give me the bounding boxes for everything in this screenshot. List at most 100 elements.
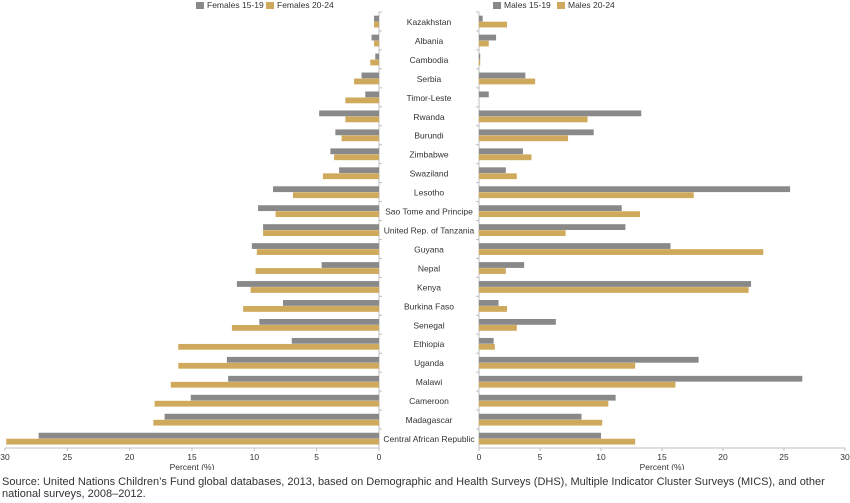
bar-females-15-19 (319, 110, 379, 117)
legend-males-20-24-swatch (557, 2, 565, 9)
x-tick-label: 5 (314, 452, 319, 462)
bar-females-15-19 (361, 72, 379, 79)
x-tick-label: 25 (63, 452, 73, 462)
bar-males-20-24 (479, 230, 566, 236)
legend-females-20-24-label: Females 20-24 (277, 0, 334, 10)
bar-males-15-19 (479, 110, 642, 117)
bar-males-15-19 (479, 375, 803, 382)
bar-females-20-24 (322, 173, 379, 180)
bar-females-20-24 (374, 21, 379, 28)
legend-females-20-24-swatch (266, 2, 274, 9)
country-label: Kazakhstan (407, 17, 452, 27)
bar-females-15-19 (251, 243, 379, 249)
legend-males-20-24-label: Males 20-24 (568, 0, 615, 10)
country-label: Lesotho (414, 188, 445, 198)
bar-males-15-19 (479, 15, 483, 22)
bar-males-15-19 (479, 318, 556, 325)
country-label: Malawi (416, 377, 443, 387)
bar-females-15-19 (259, 318, 379, 325)
x-tick-label: 15 (187, 452, 197, 462)
x-tick-label: 20 (718, 452, 728, 462)
x-tick-label: 5 (538, 452, 543, 462)
bar-females-20-24 (231, 324, 379, 331)
bar-females-15-19 (236, 281, 379, 287)
bar-males-20-24 (479, 268, 506, 274)
bar-females-20-24 (154, 400, 379, 407)
bar-males-20-24 (479, 381, 676, 388)
bar-females-15-19 (365, 91, 379, 98)
x-tick-label: 30 (0, 452, 10, 462)
x-tick-label: 30 (840, 452, 850, 462)
country-label: Kenya (417, 282, 441, 292)
bar-males-15-19 (479, 262, 525, 268)
country-labels: Kazakhstan Albania Cambodia Serbia Timor-Les… (383, 17, 475, 444)
x-tick-label: 15 (657, 452, 667, 462)
bar-males-15-19 (479, 300, 499, 306)
country-label: Cambodia (410, 55, 449, 65)
bar-females-20-24 (256, 249, 379, 255)
bar-males-20-24 (479, 59, 481, 66)
bar-males-20-24 (479, 211, 641, 218)
x-tick-label: 10 (250, 452, 260, 462)
country-label: Central African Republic (383, 434, 475, 444)
butterfly-bar-chart: 30 25 20 15 10 5 0 Percent (%) 0 5 10 15 20 25 30 Perc… (0, 0, 850, 470)
bar-females-20-24 (275, 211, 379, 218)
males-panel: 0 5 10 15 20 25 30 Percent (%) (476, 11, 850, 470)
bar-males-20-24 (479, 343, 495, 350)
bar-males-20-24 (479, 362, 636, 369)
legend: Females 15-19 Females 20-24 Males 15-19 Mal… (196, 0, 615, 10)
bar-females-15-19 (258, 205, 379, 212)
bar-females-15-19 (273, 186, 379, 193)
country-label: Zimbabwe (409, 150, 448, 160)
country-label: Cameroon (409, 396, 449, 406)
bar-females-15-19 (321, 262, 379, 268)
bar-females-15-19 (190, 394, 379, 401)
bar-females-15-19 (375, 53, 379, 60)
source-note: Source: United Nations Children’s Fund g… (2, 476, 825, 500)
bar-females-15-19 (226, 356, 379, 363)
bar-females-20-24 (250, 287, 379, 293)
bar-females-15-19 (335, 129, 379, 136)
bar-males-15-19 (479, 167, 506, 174)
bar-males-15-19 (479, 281, 752, 287)
country-label: Albania (415, 36, 444, 46)
bar-males-15-19 (479, 337, 494, 344)
bar-females-20-24 (178, 343, 379, 350)
bar-males-15-19 (479, 224, 626, 230)
country-label: Serbia (417, 74, 442, 84)
x-tick-label: 0 (377, 452, 382, 462)
bar-females-20-24 (153, 419, 379, 426)
bar-females-15-19 (330, 148, 379, 155)
bar-females-20-24 (341, 135, 379, 142)
country-label: Madagascar (406, 415, 453, 425)
bar-females-20-24 (345, 116, 379, 123)
bar-males-15-19 (479, 72, 526, 79)
females-x-axis-title: Percent (%) (170, 462, 215, 470)
bar-males-20-24 (479, 306, 508, 312)
country-label: Swaziland (410, 169, 449, 179)
bar-females-20-24 (354, 78, 379, 85)
bar-females-15-19 (291, 337, 379, 344)
country-label: Timor-Leste (406, 93, 451, 103)
legend-males-15-19-label: Males 15-19 (504, 0, 551, 10)
bar-females-15-19 (228, 375, 379, 382)
bar-males-20-24 (479, 78, 536, 85)
bar-males-15-19 (479, 394, 616, 401)
bar-females-20-24 (6, 438, 379, 445)
country-label: Uganda (414, 358, 444, 368)
bar-females-15-19 (339, 167, 379, 174)
bar-females-15-19 (164, 413, 379, 420)
bar-males-15-19 (479, 243, 671, 249)
bar-males-20-24 (479, 249, 764, 255)
bar-females-15-19 (283, 300, 379, 306)
country-label: Nepal (418, 263, 440, 273)
country-label: Burundi (414, 131, 443, 141)
bar-females-15-19 (38, 432, 379, 439)
bar-females-20-24 (345, 97, 379, 104)
country-label: United Rep. of Tanzania (384, 226, 475, 236)
bar-males-20-24 (479, 116, 588, 123)
bar-males-20-24 (479, 287, 749, 293)
bar-females-15-19 (263, 224, 379, 230)
bar-females-20-24 (178, 362, 379, 369)
bar-males-20-24 (479, 324, 517, 331)
